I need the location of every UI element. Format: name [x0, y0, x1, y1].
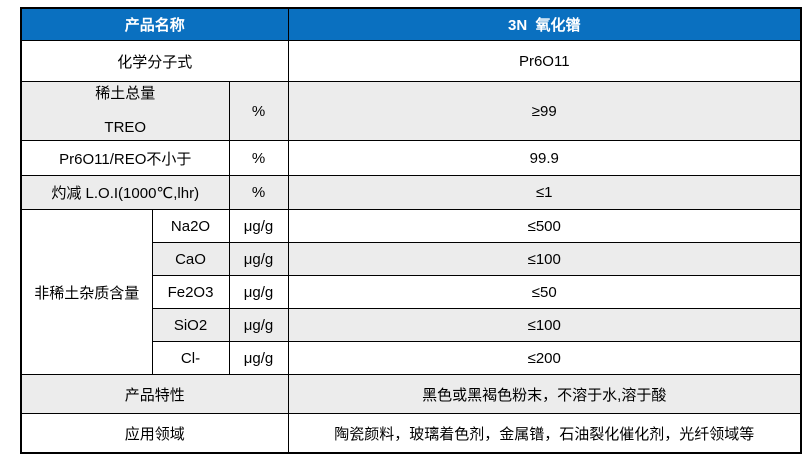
row-formula: 化学分子式 Pr6O11	[20, 40, 802, 82]
impurity-name-na2o: Na2O	[151, 209, 230, 243]
impurity-value-fe2o3: ≤50	[287, 275, 802, 309]
impurities-group-label: 非稀土杂质含量	[20, 209, 153, 375]
row-treo: 稀土总量 TREO % ≥99	[20, 81, 802, 141]
impurity-value-sio2: ≤100	[287, 308, 802, 342]
row-impurity-cl: Cl- μg/g ≤200	[21, 341, 802, 375]
loi-label: 灼减 L.O.I(1000℃,lhr)	[20, 175, 230, 210]
impurity-unit-cao: μg/g	[228, 242, 289, 276]
treo-label: 稀土总量 TREO	[20, 81, 230, 141]
treo-unit: %	[228, 81, 289, 141]
formula-value: Pr6O11	[287, 40, 802, 82]
loi-unit: %	[228, 175, 289, 210]
table-header-row: 产品名称 3N 氧化镨	[20, 7, 802, 41]
impurity-name-fe2o3: Fe2O3	[151, 275, 230, 309]
treo-label-cn: 稀土总量	[95, 85, 156, 102]
row-impurity-fe2o3: Fe2O3 μg/g ≤50	[21, 275, 802, 309]
characteristics-label: 产品特性	[20, 374, 289, 414]
product-name-header: 产品名称	[20, 7, 289, 41]
purity-label: Pr6O11/REO不小于	[20, 140, 230, 176]
characteristics-value: 黑色或黑褐色粉末，不溶于水,溶于酸	[287, 374, 802, 414]
impurity-unit-fe2o3: μg/g	[228, 275, 289, 309]
row-loi: 灼减 L.O.I(1000℃,lhr) % ≤1	[20, 175, 802, 210]
applications-value: 陶瓷颜料，玻璃着色剂，金属镨，石油裂化催化剂，光纤领域等	[287, 413, 802, 454]
row-purity: Pr6O11/REO不小于 % 99.9	[20, 140, 802, 176]
purity-value: 99.9	[287, 140, 802, 176]
product-name-value: 3N 氧化镨	[287, 7, 802, 41]
row-impurity-na2o: 非稀土杂质含量 Na2O μg/g ≤500	[20, 209, 802, 375]
spec-table: 产品名称 3N 氧化镨 化学分子式 Pr6O11 稀土总量 TREO % ≥99…	[20, 7, 802, 454]
impurity-value-cao: ≤100	[287, 242, 802, 276]
applications-label: 应用领域	[20, 413, 289, 454]
impurity-name-cl: Cl-	[151, 341, 230, 375]
treo-label-gap	[26, 104, 225, 118]
row-impurity-sio2: SiO2 μg/g ≤100	[21, 308, 802, 342]
treo-value: ≥99	[287, 81, 802, 141]
treo-label-en: TREO	[104, 119, 147, 136]
loi-value: ≤1	[287, 175, 802, 210]
row-characteristics: 产品特性 黑色或黑褐色粉末，不溶于水,溶于酸	[20, 374, 802, 414]
impurity-value-na2o: ≤500	[287, 209, 802, 243]
impurity-unit-cl: μg/g	[228, 341, 289, 375]
impurity-unit-sio2: μg/g	[228, 308, 289, 342]
impurity-unit-na2o: μg/g	[228, 209, 289, 243]
impurity-value-cl: ≤200	[287, 341, 802, 375]
purity-unit: %	[228, 140, 289, 176]
formula-label: 化学分子式	[20, 40, 289, 82]
impurity-name-cao: CaO	[151, 242, 230, 276]
impurity-name-sio2: SiO2	[151, 308, 230, 342]
row-applications: 应用领域 陶瓷颜料，玻璃着色剂，金属镨，石油裂化催化剂，光纤领域等	[20, 413, 802, 454]
